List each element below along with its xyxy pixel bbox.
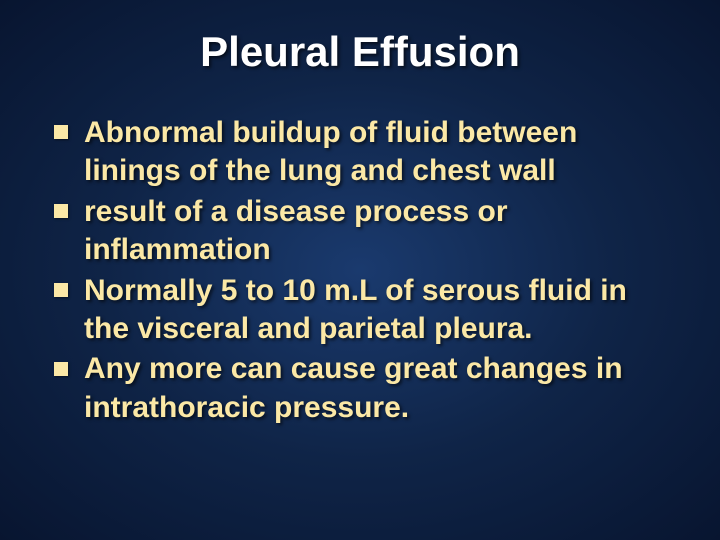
list-item: Any more can cause great changes in intr… [48,350,680,427]
bullet-list: Abnormal buildup of fluid between lining… [40,114,680,427]
list-item: Normally 5 to 10 m.L of serous fluid in … [48,272,680,349]
list-item: result of a disease process or inflammat… [48,193,680,270]
list-item: Abnormal buildup of fluid between lining… [48,114,680,191]
slide-title: Pleural Effusion [40,28,680,76]
slide-container: Pleural Effusion Abnormal buildup of flu… [0,0,720,540]
